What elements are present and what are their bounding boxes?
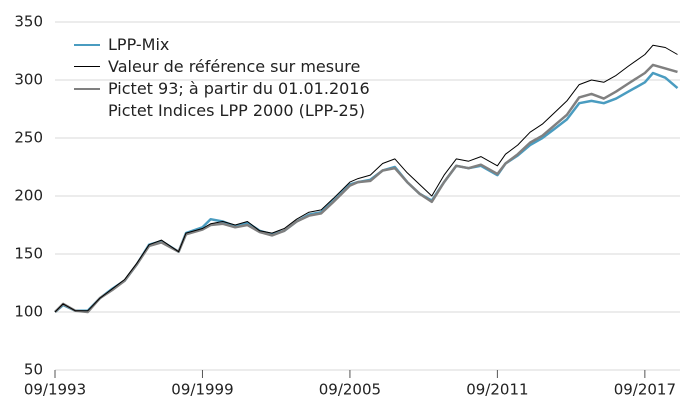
legend-swatch — [74, 66, 100, 67]
y-tick-label: 100 — [14, 303, 43, 321]
legend-label: LPP-Mix — [108, 35, 170, 54]
x-tick-label: 09/1999 — [171, 381, 233, 399]
legend-label: Pictet 93; à partir du 01.01.2016 Pictet… — [108, 79, 370, 120]
legend-swatch — [74, 88, 100, 90]
legend-item: LPP-Mix — [74, 34, 370, 56]
series-line — [54, 44, 678, 313]
x-tick-label: 09/1993 — [24, 381, 86, 399]
legend: LPP-Mix Valeur de référence sur mesure Pic… — [74, 34, 370, 122]
x-tick-label: 09/2011 — [466, 381, 528, 399]
y-tick-label: 250 — [14, 129, 43, 147]
y-tick-label: 50 — [24, 361, 43, 379]
y-tick-label: 350 — [14, 13, 43, 31]
legend-item: Pictet 93; à partir du 01.01.2016 Pictet… — [74, 78, 370, 122]
legend-label: Valeur de référence sur mesure — [108, 57, 361, 76]
x-tick-label: 09/2017 — [614, 381, 676, 399]
series-line — [54, 63, 678, 314]
legend-swatch — [74, 44, 100, 46]
y-tick-label: 150 — [14, 245, 43, 263]
legend-item: Valeur de référence sur mesure — [74, 56, 370, 78]
y-tick-label: 200 — [14, 187, 43, 205]
y-tick-label: 300 — [14, 71, 43, 89]
x-tick-label: 09/2005 — [319, 381, 381, 399]
